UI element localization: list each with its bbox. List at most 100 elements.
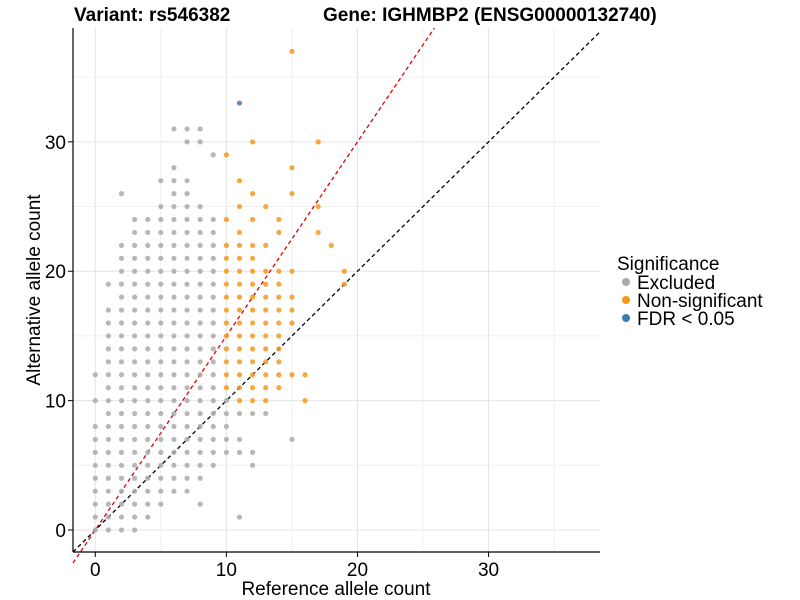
- point-excluded: [171, 398, 177, 404]
- point-excluded: [145, 410, 151, 417]
- point-excluded: [132, 514, 138, 520]
- point-non-significant: [223, 359, 229, 365]
- point-non-significant: [276, 320, 282, 326]
- point-excluded: [132, 216, 138, 223]
- point-non-significant: [276, 294, 282, 300]
- point-excluded: [158, 307, 164, 313]
- point-non-significant: [249, 242, 256, 248]
- point-excluded: [249, 410, 256, 417]
- point-excluded: [158, 423, 164, 430]
- point-excluded: [118, 514, 125, 520]
- point-excluded: [118, 320, 125, 326]
- point-excluded: [184, 488, 190, 494]
- point-non-significant: [341, 281, 347, 287]
- point-excluded: [197, 268, 203, 274]
- point-excluded: [236, 449, 243, 455]
- point-excluded: [210, 281, 216, 287]
- point-excluded: [210, 229, 216, 236]
- point-excluded: [158, 281, 164, 287]
- point-non-significant: [263, 242, 269, 248]
- point-excluded: [171, 242, 177, 248]
- point-excluded: [171, 268, 177, 274]
- point-excluded: [145, 281, 151, 287]
- point-excluded: [105, 359, 111, 365]
- point-excluded: [145, 514, 151, 520]
- x-tick-label: 30: [478, 560, 499, 581]
- point-excluded: [145, 436, 151, 443]
- legend-key: [622, 296, 630, 304]
- point-excluded: [184, 178, 190, 184]
- point-excluded: [105, 320, 111, 326]
- point-excluded: [105, 333, 111, 339]
- point-excluded: [184, 255, 190, 261]
- point-excluded: [145, 268, 151, 274]
- point-non-significant: [236, 255, 243, 261]
- chart-title-variant: Variant: rs546382: [74, 5, 230, 26]
- point-non-significant: [249, 294, 256, 300]
- point-excluded: [210, 410, 216, 417]
- point-non-significant: [249, 346, 256, 352]
- point-excluded: [289, 436, 295, 443]
- point-excluded: [171, 203, 177, 210]
- point-excluded: [118, 268, 125, 274]
- point-non-significant: [263, 398, 269, 404]
- point-excluded: [92, 475, 98, 481]
- legend-key: [622, 278, 630, 286]
- point-excluded: [197, 320, 203, 326]
- point-non-significant: [223, 268, 229, 274]
- point-non-significant: [289, 294, 295, 300]
- point-non-significant: [315, 203, 321, 210]
- point-non-significant: [223, 294, 229, 300]
- point-excluded: [118, 436, 125, 443]
- point-excluded: [158, 488, 164, 494]
- point-excluded: [197, 385, 203, 391]
- point-excluded: [171, 423, 177, 430]
- point-excluded: [105, 436, 111, 443]
- reference-lines: [72, 27, 601, 564]
- legend-label: Non-significant: [637, 291, 763, 312]
- point-non-significant: [302, 398, 308, 404]
- point-excluded: [223, 423, 229, 430]
- point-excluded: [118, 398, 125, 404]
- point-excluded: [171, 255, 177, 261]
- point-excluded: [92, 514, 98, 520]
- chart-title-gene: Gene: IGHMBP2 (ENSG00000132740): [323, 5, 657, 26]
- point-excluded: [184, 449, 190, 455]
- point-non-significant: [223, 320, 229, 326]
- point-excluded: [171, 178, 177, 184]
- point-excluded: [132, 294, 138, 300]
- axis-ticks: 0 10 20 30 0 10 20 30: [45, 133, 499, 581]
- point-excluded: [158, 294, 164, 300]
- point-non-significant: [263, 359, 269, 365]
- point-non-significant: [236, 242, 243, 248]
- point-excluded: [158, 359, 164, 365]
- point-excluded: [197, 410, 203, 417]
- point-excluded: [197, 346, 203, 352]
- point-non-significant: [249, 268, 256, 274]
- point-non-significant: [223, 346, 229, 352]
- point-excluded: [197, 449, 203, 455]
- point-excluded: [118, 462, 125, 468]
- point-excluded: [158, 462, 164, 468]
- point-non-significant: [249, 307, 256, 313]
- point-non-significant: [236, 372, 243, 378]
- point-excluded: [197, 307, 203, 313]
- point-excluded: [145, 449, 151, 455]
- point-non-significant: [276, 346, 282, 352]
- point-non-significant: [223, 216, 229, 223]
- x-tick-label: 10: [216, 560, 237, 581]
- point-non-significant: [249, 372, 256, 378]
- point-excluded: [184, 242, 190, 248]
- point-excluded: [210, 423, 216, 430]
- point-non-significant: [289, 320, 295, 326]
- point-non-significant: [276, 359, 282, 365]
- point-non-significant: [236, 294, 243, 300]
- point-excluded: [197, 423, 203, 430]
- point-excluded: [158, 216, 164, 223]
- point-excluded: [210, 462, 216, 468]
- point-excluded: [158, 178, 164, 184]
- point-non-significant: [236, 359, 243, 365]
- point-excluded: [132, 449, 138, 455]
- point-excluded: [171, 410, 177, 417]
